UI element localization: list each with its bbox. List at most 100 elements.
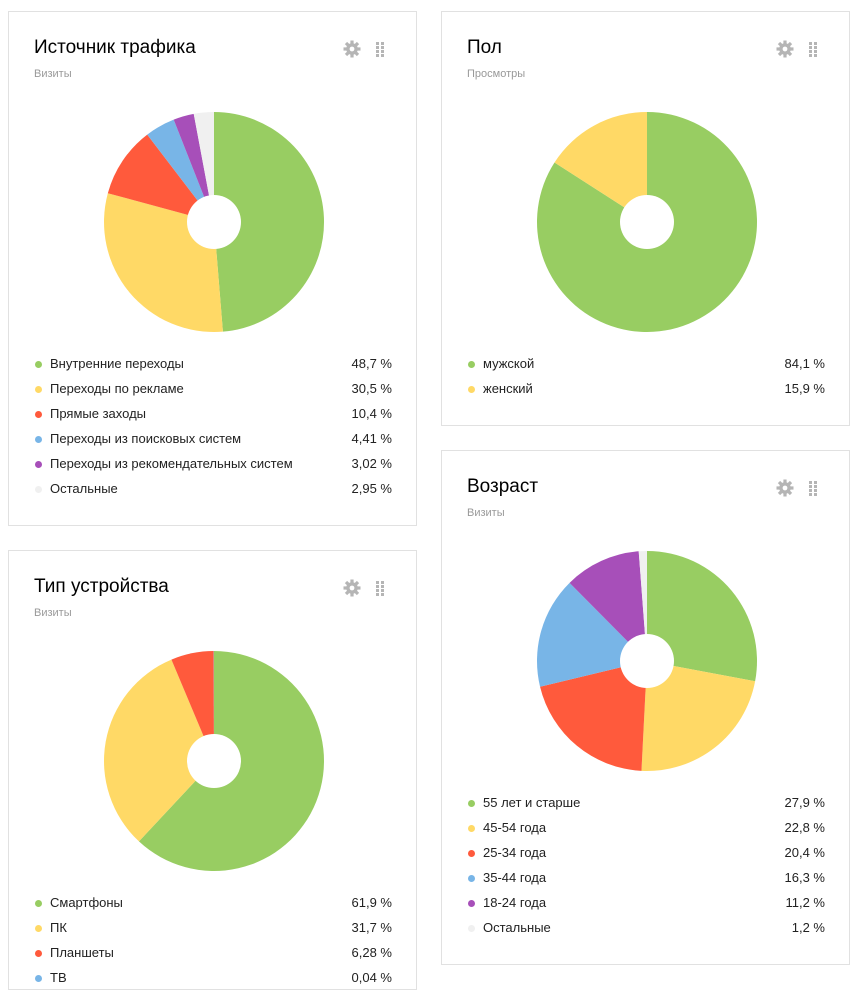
widget-subtitle: Визиты bbox=[467, 507, 505, 520]
widget-subtitle: Просмотры bbox=[467, 68, 525, 81]
legend-value: 0,04 % bbox=[352, 968, 392, 988]
legend-label: ТВ bbox=[50, 968, 352, 988]
legend-dot-icon bbox=[35, 436, 42, 443]
donut-hole bbox=[620, 634, 674, 688]
legend-label: мужской bbox=[483, 354, 785, 374]
gear-icon[interactable] bbox=[342, 578, 362, 598]
gear-icon[interactable] bbox=[775, 39, 795, 59]
widget-subtitle: Визиты bbox=[34, 68, 72, 81]
legend-value: 1,2 % bbox=[792, 918, 825, 938]
pie-svg bbox=[532, 546, 762, 776]
drag-handle-icon[interactable] bbox=[370, 39, 390, 59]
pie-chart-traffic bbox=[99, 107, 329, 337]
legend-dot-icon bbox=[468, 850, 475, 857]
legend-dot-icon bbox=[35, 361, 42, 368]
drag-handle-icon[interactable] bbox=[803, 39, 823, 59]
legend-dot-icon bbox=[35, 975, 42, 982]
donut-hole bbox=[187, 195, 241, 249]
legend-value: 30,5 % bbox=[352, 379, 392, 399]
widget-title: Источник трафика bbox=[34, 37, 196, 59]
donut-hole bbox=[620, 195, 674, 249]
pie-chart-age bbox=[532, 546, 762, 776]
legend-label: 25-34 года bbox=[483, 843, 785, 863]
legend-dot-icon bbox=[35, 411, 42, 418]
legend-label: Остальные bbox=[483, 918, 792, 938]
legend-value: 11,2 % bbox=[785, 893, 825, 913]
pie-svg bbox=[99, 646, 329, 876]
legend-dot-icon bbox=[35, 461, 42, 468]
widget-title: Пол bbox=[467, 37, 502, 59]
legend-dot-icon bbox=[468, 361, 475, 368]
legend-label: Переходы из рекомендательных систем bbox=[50, 454, 352, 474]
legend-dot-icon bbox=[468, 900, 475, 907]
legend-value: 84,1 % bbox=[785, 354, 825, 374]
legend-value: 27,9 % bbox=[785, 793, 825, 813]
legend-dot-icon bbox=[468, 925, 475, 932]
drag-handle-icon[interactable] bbox=[803, 478, 823, 498]
legend-label: Смартфоны bbox=[50, 893, 352, 913]
pie-chart-device bbox=[99, 646, 329, 876]
pie-svg bbox=[99, 107, 329, 337]
legend-label: Остальные bbox=[50, 479, 352, 499]
legend-dot-icon bbox=[35, 925, 42, 932]
legend-value: 31,7 % bbox=[352, 918, 392, 938]
legend-value: 48,7 % bbox=[352, 354, 392, 374]
legend-value: 6,28 % bbox=[352, 943, 392, 963]
widget-title: Тип устройства bbox=[34, 576, 169, 598]
legend-value: 22,8 % bbox=[785, 818, 825, 838]
legend-value: 10,4 % bbox=[352, 404, 392, 424]
legend-dot-icon bbox=[35, 950, 42, 957]
donut-hole bbox=[187, 734, 241, 788]
legend-value: 3,02 % bbox=[352, 454, 392, 474]
legend-label: Переходы по рекламе bbox=[50, 379, 352, 399]
widget-title: Возраст bbox=[467, 476, 538, 498]
legend-dot-icon bbox=[35, 386, 42, 393]
pie-svg bbox=[532, 107, 762, 337]
legend-dot-icon bbox=[468, 800, 475, 807]
legend-dot-icon bbox=[35, 486, 42, 493]
pie-chart-gender bbox=[532, 107, 762, 337]
widget-traffic-source: Источник трафика Визиты Внутренние перех… bbox=[8, 11, 417, 526]
legend-value: 15,9 % bbox=[785, 379, 825, 399]
gear-icon[interactable] bbox=[775, 478, 795, 498]
legend-label: Внутренние переходы bbox=[50, 354, 352, 374]
legend-label: 18-24 года bbox=[483, 893, 785, 913]
legend-dot-icon bbox=[468, 875, 475, 882]
legend-label: 55 лет и старше bbox=[483, 793, 785, 813]
legend-label: Прямые заходы bbox=[50, 404, 352, 424]
legend-dot-icon bbox=[468, 825, 475, 832]
gear-icon[interactable] bbox=[342, 39, 362, 59]
legend-value: 4,41 % bbox=[352, 429, 392, 449]
drag-handle-icon[interactable] bbox=[370, 578, 390, 598]
legend-value: 2,95 % bbox=[352, 479, 392, 499]
legend-label: 35-44 года bbox=[483, 868, 785, 888]
legend-label: 45-54 года bbox=[483, 818, 785, 838]
widget-subtitle: Визиты bbox=[34, 607, 72, 620]
legend-value: 20,4 % bbox=[785, 843, 825, 863]
